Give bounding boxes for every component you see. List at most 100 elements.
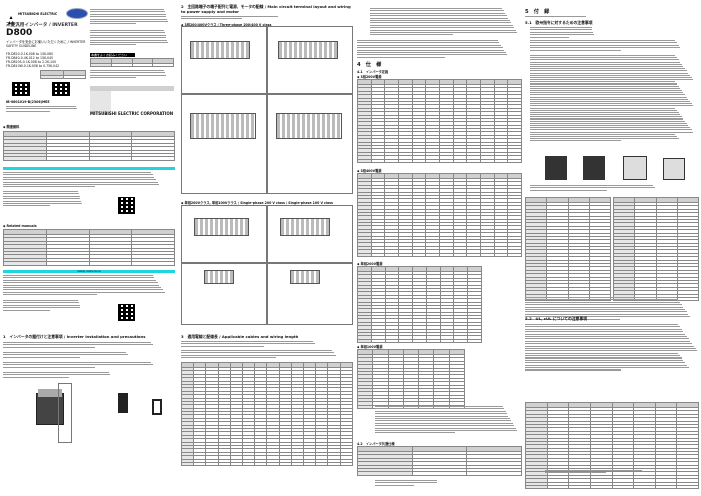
table-row: [524, 222, 612, 227]
text-line: [181, 18, 242, 20]
table-row: [524, 225, 612, 231]
table-grid: [90, 86, 174, 115]
single-phase-100v-heading: ◆ 単相100V電源: [357, 345, 383, 349]
table-row: [612, 242, 700, 248]
related-documents-table: [3, 131, 175, 161]
section1-english-bullets: [3, 372, 123, 378]
text-line: [375, 484, 414, 486]
notes-text: [525, 297, 697, 320]
text-line: [3, 181, 158, 183]
table-row: [357, 225, 522, 230]
inverter-installation-figure: [30, 385, 70, 430]
table-row: [180, 461, 354, 467]
table-row: [357, 205, 522, 210]
text-line: [530, 114, 681, 116]
subtitle: インバータを安全にお使いいただくために / INVERTER SAFETY GU…: [6, 40, 86, 48]
table-cell: [425, 338, 441, 344]
table-cell: [507, 218, 522, 224]
table-row: [612, 208, 700, 214]
section1-bullets: [3, 352, 143, 358]
table-row: [357, 191, 522, 197]
table-row: [357, 128, 522, 133]
text-line: [530, 42, 677, 44]
table-cell: [131, 62, 154, 68]
table-cell: [40, 74, 64, 80]
text-line: [530, 127, 691, 129]
text-line: [545, 470, 642, 472]
text-line: [3, 309, 50, 311]
text-line: [357, 44, 501, 46]
text-line: [6, 110, 50, 112]
text-line: [530, 120, 686, 122]
text-line: [3, 346, 96, 348]
table-row: [90, 91, 174, 95]
table-row: [3, 240, 175, 246]
ul-table: [525, 402, 699, 490]
table-row: [357, 208, 522, 213]
table-cell: [507, 228, 522, 234]
text-line: [3, 200, 82, 202]
table-row: [356, 349, 466, 355]
safety-bar: Safety instructions: [3, 270, 175, 273]
text-line: [357, 47, 503, 49]
text-line: [375, 425, 515, 427]
table-row: [524, 232, 612, 237]
table-cell: [507, 225, 522, 230]
text-line: [525, 345, 694, 347]
table-row: [357, 238, 522, 244]
cable-table: [180, 362, 354, 467]
table-row: [357, 242, 522, 247]
table-cell: [131, 237, 175, 242]
table-cell: [479, 252, 495, 258]
table-cell: [676, 229, 700, 234]
table-row: [3, 257, 175, 263]
fuse-text: [530, 185, 670, 191]
table-cell: [676, 212, 700, 217]
text-line: [530, 92, 684, 94]
table-cell: [507, 141, 522, 147]
table-grid: [612, 197, 700, 302]
table-cell: [131, 152, 175, 158]
mitsubishi-logo-icon: [6, 10, 16, 25]
doc-number: IB-0601019-B(2306)MEE: [6, 100, 50, 104]
table-row: [40, 74, 86, 80]
model-line: FR-D820-0.1K-008 to 15K-080: [6, 52, 54, 56]
table-grid: [3, 131, 175, 161]
text-line: [3, 344, 153, 346]
text-line: [3, 205, 50, 207]
terminal-diagram: [267, 205, 353, 263]
table-cell: [588, 246, 612, 251]
text-line: [525, 352, 679, 354]
text-line: [525, 362, 686, 364]
text-line: [525, 367, 689, 369]
cover-note: [6, 106, 86, 112]
text-line: [525, 347, 696, 349]
table-cell: [90, 86, 111, 91]
text-line: [90, 20, 169, 23]
table-row: [90, 111, 174, 115]
text-line: [375, 482, 438, 484]
text-line: [3, 354, 128, 356]
section4-title: 4 仕 様: [357, 62, 382, 68]
table-row: [357, 291, 482, 296]
text-line: [3, 304, 80, 306]
table-cell: [588, 232, 612, 237]
text-line: [181, 354, 336, 356]
table-cell: [425, 158, 440, 164]
table-cell: [507, 242, 522, 247]
badge-icon: [66, 8, 88, 19]
model-line: FR-D840-0.4K-012 to 15K-045: [6, 56, 54, 60]
text-line: [525, 299, 679, 301]
corporation-name: MITSUBISHI ELECTRIC CORPORATION: [90, 111, 174, 116]
table-cell: [3, 156, 47, 161]
text-line: [90, 70, 164, 72]
table-cell: [397, 252, 413, 258]
table-row: [180, 414, 354, 419]
text-line: [375, 420, 512, 422]
model-line: FR-D810W-0.1K-008 to 0.75K-042: [6, 64, 60, 68]
qr-code-icon: [118, 304, 135, 321]
text-line: [525, 326, 680, 328]
text-line: [357, 49, 505, 51]
table-cell: [507, 208, 522, 213]
table-row: [357, 211, 522, 217]
